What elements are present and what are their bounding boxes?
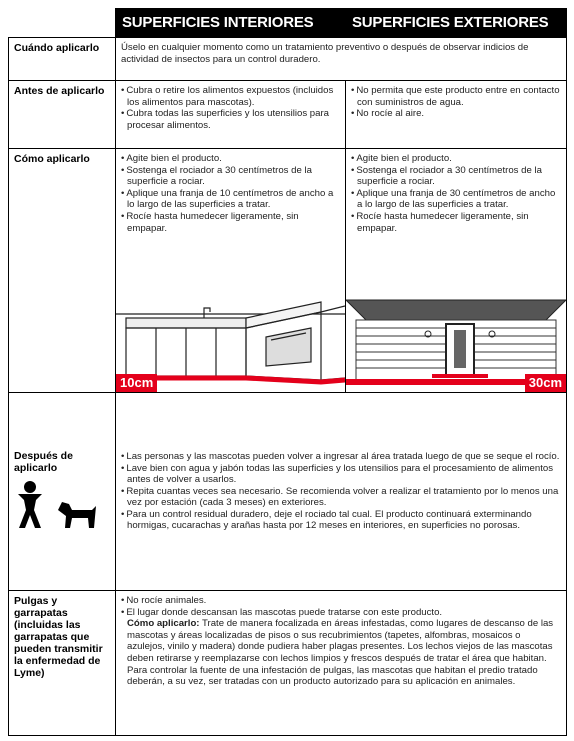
header-interior: SUPERFICIES INTERIORES (115, 8, 346, 38)
bullet-list: Cubra o retire los alimentos expuestos (… (121, 85, 340, 131)
row-label: Después de aplicarlo (14, 450, 73, 474)
bullet: No rocíe animales. (121, 595, 561, 607)
how-text: Trate de manera focalizada en áreas infe… (127, 618, 554, 688)
exterior-cell: No permita que este producto entre en co… (345, 80, 567, 149)
bullet: El lugar donde descansan las mascotas pu… (121, 607, 561, 619)
house-illustration (346, 299, 566, 385)
row-text: Úselo en cualquier momento como un trata… (115, 37, 567, 81)
measure-label: 30cm (524, 374, 566, 392)
row-label: Cómo aplicarlo (8, 148, 116, 393)
person-pet-icon (18, 481, 96, 528)
bullet-list: Agite bien el producto. Sostenga el roci… (351, 153, 561, 234)
kitchen-illustration (116, 301, 345, 385)
blank-header (8, 8, 116, 38)
bullet-list: Agite bien el producto. Sostenga el roci… (121, 153, 340, 234)
bullet: Cubra o retire los alimentos expuestos (… (121, 85, 340, 108)
bullet: Agite bien el producto. (121, 153, 340, 165)
exterior-cell: Agite bien el producto. Sostenga el roci… (345, 148, 567, 393)
bullet: Cubra todas las superficies y los utensi… (121, 108, 340, 131)
bullet-list: No rocíe animales. El lugar donde descan… (121, 595, 561, 618)
cell-body: Agite bien el producto. Sostenga el roci… (116, 153, 345, 392)
usage-table: SUPERFICIES INTERIORES SUPERFICIES EXTER… (8, 8, 567, 736)
bullet: Sostenga el rociador a 30 centímetros de… (121, 165, 340, 188)
bullet: Rocíe hasta humedecer ligeramente, sin e… (351, 211, 561, 234)
interior-cell: Agite bien el producto. Sostenga el roci… (115, 148, 346, 393)
row-cell: Las personas y las mascotas pueden volve… (115, 392, 567, 591)
bullet: Para un control residual duradero, deje … (121, 509, 561, 532)
bullet-list: Las personas y las mascotas pueden volve… (121, 451, 561, 532)
bullet: No permita que este producto entre en co… (351, 85, 561, 108)
row-label: Antes de aplicarlo (8, 80, 116, 149)
row-label: Cuándo aplicarlo (8, 37, 116, 81)
row-label-cell: Después de aplicarlo (8, 392, 116, 591)
bullet: Repita cuantas veces sea necesario. Se r… (121, 486, 561, 509)
bullet: Lave bien con agua y jabón todas las sup… (121, 463, 561, 486)
bullet: Sostenga el rociador a 30 centímetros de… (351, 165, 561, 188)
cell-body: Agite bien el producto. Sostenga el roci… (346, 153, 566, 392)
bullet: Rocíe hasta humedecer ligeramente, sin e… (121, 211, 340, 234)
bullet: Agite bien el producto. (351, 153, 561, 165)
header-exterior: SUPERFICIES EXTERIORES (345, 8, 567, 38)
bullet: Aplique una franja de 30 centímetros de … (351, 188, 561, 211)
how-paragraph: Cómo aplicarlo: Trate de manera focaliza… (121, 618, 561, 688)
interior-cell: Cubra o retire los alimentos expuestos (… (115, 80, 346, 149)
how-label: Cómo aplicarlo: (127, 618, 200, 630)
row-cell: No rocíe animales. El lugar donde descan… (115, 590, 567, 736)
bullet: Las personas y las mascotas pueden volve… (121, 451, 561, 463)
bullet-list: No permita que este producto entre en co… (351, 85, 561, 120)
measure-label: 10cm (116, 374, 158, 392)
bullet: No rocíe al aire. (351, 108, 561, 120)
bullet: Aplique una franja de 10 centímetros de … (121, 188, 340, 211)
row-label: Pulgas y garrapatas (incluidas las garra… (8, 590, 116, 736)
